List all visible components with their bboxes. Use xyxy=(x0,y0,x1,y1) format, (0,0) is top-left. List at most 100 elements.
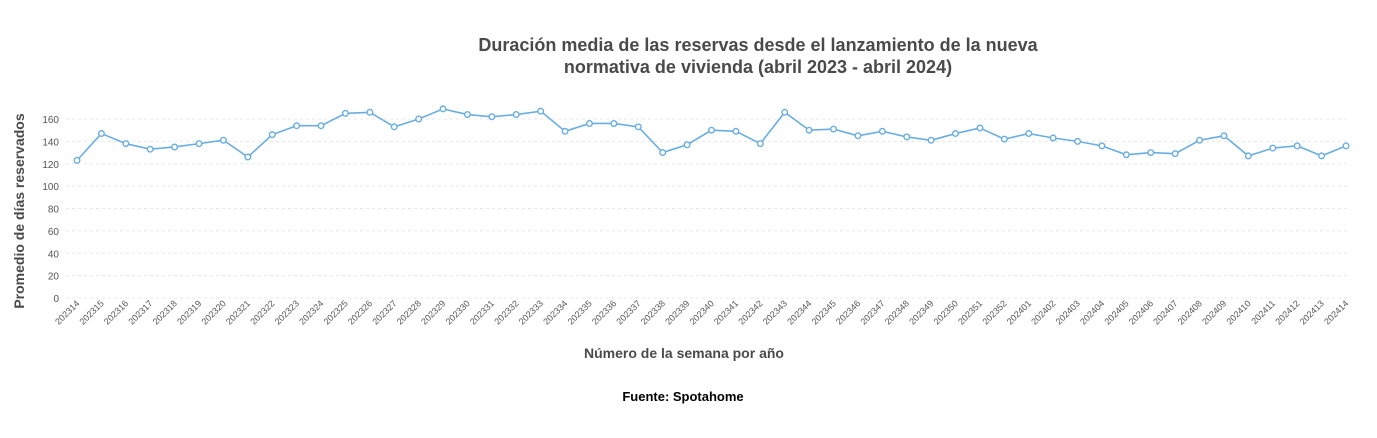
data-point xyxy=(1269,144,1277,152)
x-tick-label: 202318 xyxy=(151,298,179,326)
data-point xyxy=(732,127,740,135)
data-point xyxy=(1220,132,1228,140)
x-tick-label: 202319 xyxy=(175,298,203,326)
x-tick-label: 202317 xyxy=(126,298,154,326)
data-point xyxy=(219,136,227,144)
data-point xyxy=(415,115,423,123)
x-tick-label: 202407 xyxy=(1151,298,1179,326)
data-point xyxy=(756,140,764,148)
data-point xyxy=(805,126,813,134)
data-point xyxy=(122,140,130,148)
x-tick-label: 202401 xyxy=(1005,298,1033,326)
data-point xyxy=(293,122,301,130)
x-tick-label: 202335 xyxy=(566,298,594,326)
x-tick-label: 202332 xyxy=(492,298,520,326)
series-line-path xyxy=(76,108,1347,161)
x-axis-label: Número de la semana por año xyxy=(584,345,784,361)
data-point xyxy=(610,119,618,127)
x-tick-label: 202408 xyxy=(1176,298,1204,326)
x-tick-label: 202316 xyxy=(102,298,130,326)
data-point xyxy=(1318,152,1326,160)
data-point xyxy=(634,123,642,131)
data-point xyxy=(1171,150,1179,158)
x-tick-label: 202413 xyxy=(1298,298,1326,326)
data-point xyxy=(781,108,789,116)
x-tick-label: 202333 xyxy=(517,298,545,326)
data-point xyxy=(317,122,325,130)
data-point xyxy=(1196,136,1204,144)
data-point xyxy=(976,124,984,132)
x-tick-label: 202343 xyxy=(761,298,789,326)
data-point xyxy=(146,145,154,153)
data-point xyxy=(97,130,105,138)
x-tick-label: 202329 xyxy=(419,298,447,326)
data-point xyxy=(268,131,276,139)
chart-title-line-1: Duración media de las reservas desde el … xyxy=(478,35,1038,55)
x-tick-label: 202321 xyxy=(224,298,252,326)
data-point xyxy=(854,132,862,140)
x-tick-label: 202315 xyxy=(78,298,106,326)
x-tick-label: 202346 xyxy=(834,298,862,326)
data-point xyxy=(1244,152,1252,160)
y-tick-label: 120 xyxy=(42,160,59,171)
data-point xyxy=(1342,142,1350,150)
y-tick-label: 160 xyxy=(42,115,59,126)
data-point xyxy=(195,140,203,148)
series-points xyxy=(73,105,1350,164)
y-tick-label: 140 xyxy=(42,137,59,148)
data-point xyxy=(1122,151,1130,159)
data-point xyxy=(341,109,349,117)
data-point xyxy=(1000,135,1008,143)
data-point xyxy=(537,107,545,115)
data-point xyxy=(366,108,374,116)
x-tick-label: 202324 xyxy=(297,298,325,326)
gridlines xyxy=(66,118,1350,299)
x-tick-label: 202404 xyxy=(1078,298,1106,326)
data-point xyxy=(585,119,593,127)
source-note: Fuente: Spotahome xyxy=(622,389,744,404)
x-tick-label: 202339 xyxy=(663,298,691,326)
x-tick-label: 202412 xyxy=(1273,298,1301,326)
data-point xyxy=(683,141,691,149)
x-tick-label: 202405 xyxy=(1102,298,1130,326)
data-point xyxy=(171,143,179,151)
data-point xyxy=(927,136,935,144)
data-point xyxy=(708,126,716,134)
data-point xyxy=(1049,134,1057,142)
x-tick-label: 202347 xyxy=(858,298,886,326)
y-axis-label: Promedio de días reservados xyxy=(11,113,27,309)
data-point xyxy=(488,113,496,121)
x-tick-label: 202338 xyxy=(639,298,667,326)
x-tick-label: 202414 xyxy=(1322,298,1350,326)
x-tick-label: 202402 xyxy=(1029,298,1057,326)
x-tick-label: 202348 xyxy=(883,298,911,326)
x-tick-label: 202349 xyxy=(907,298,935,326)
x-tick-label: 202350 xyxy=(932,298,960,326)
x-tick-label: 202337 xyxy=(614,298,642,326)
data-point xyxy=(659,149,667,157)
data-point xyxy=(830,125,838,133)
y-axis-ticks: 0 20 40 60 80 100 120 140 160 xyxy=(42,115,59,305)
data-point xyxy=(512,111,520,119)
x-tick-label: 202320 xyxy=(200,298,228,326)
y-tick-label: 20 xyxy=(48,272,60,283)
data-point xyxy=(1098,142,1106,150)
y-tick-label: 60 xyxy=(48,227,60,238)
x-tick-label: 202345 xyxy=(810,298,838,326)
x-tick-label: 202322 xyxy=(248,298,276,326)
y-tick-label: 40 xyxy=(48,249,60,260)
series-line xyxy=(76,108,1347,161)
x-tick-label: 202325 xyxy=(322,298,350,326)
x-tick-label: 202326 xyxy=(346,298,374,326)
x-tick-label: 202403 xyxy=(1054,298,1082,326)
x-tick-label: 202327 xyxy=(370,298,398,326)
x-tick-label: 202331 xyxy=(468,298,496,326)
x-tick-label: 202344 xyxy=(785,298,813,326)
y-tick-label: 80 xyxy=(48,205,60,216)
y-tick-label: 100 xyxy=(42,182,59,193)
x-axis-ticks: 2023142023152023162023172023182023192023… xyxy=(53,298,1350,326)
x-tick-label: 202330 xyxy=(444,298,472,326)
data-point xyxy=(1074,137,1082,145)
data-point xyxy=(73,156,81,164)
x-tick-label: 202328 xyxy=(395,298,423,326)
